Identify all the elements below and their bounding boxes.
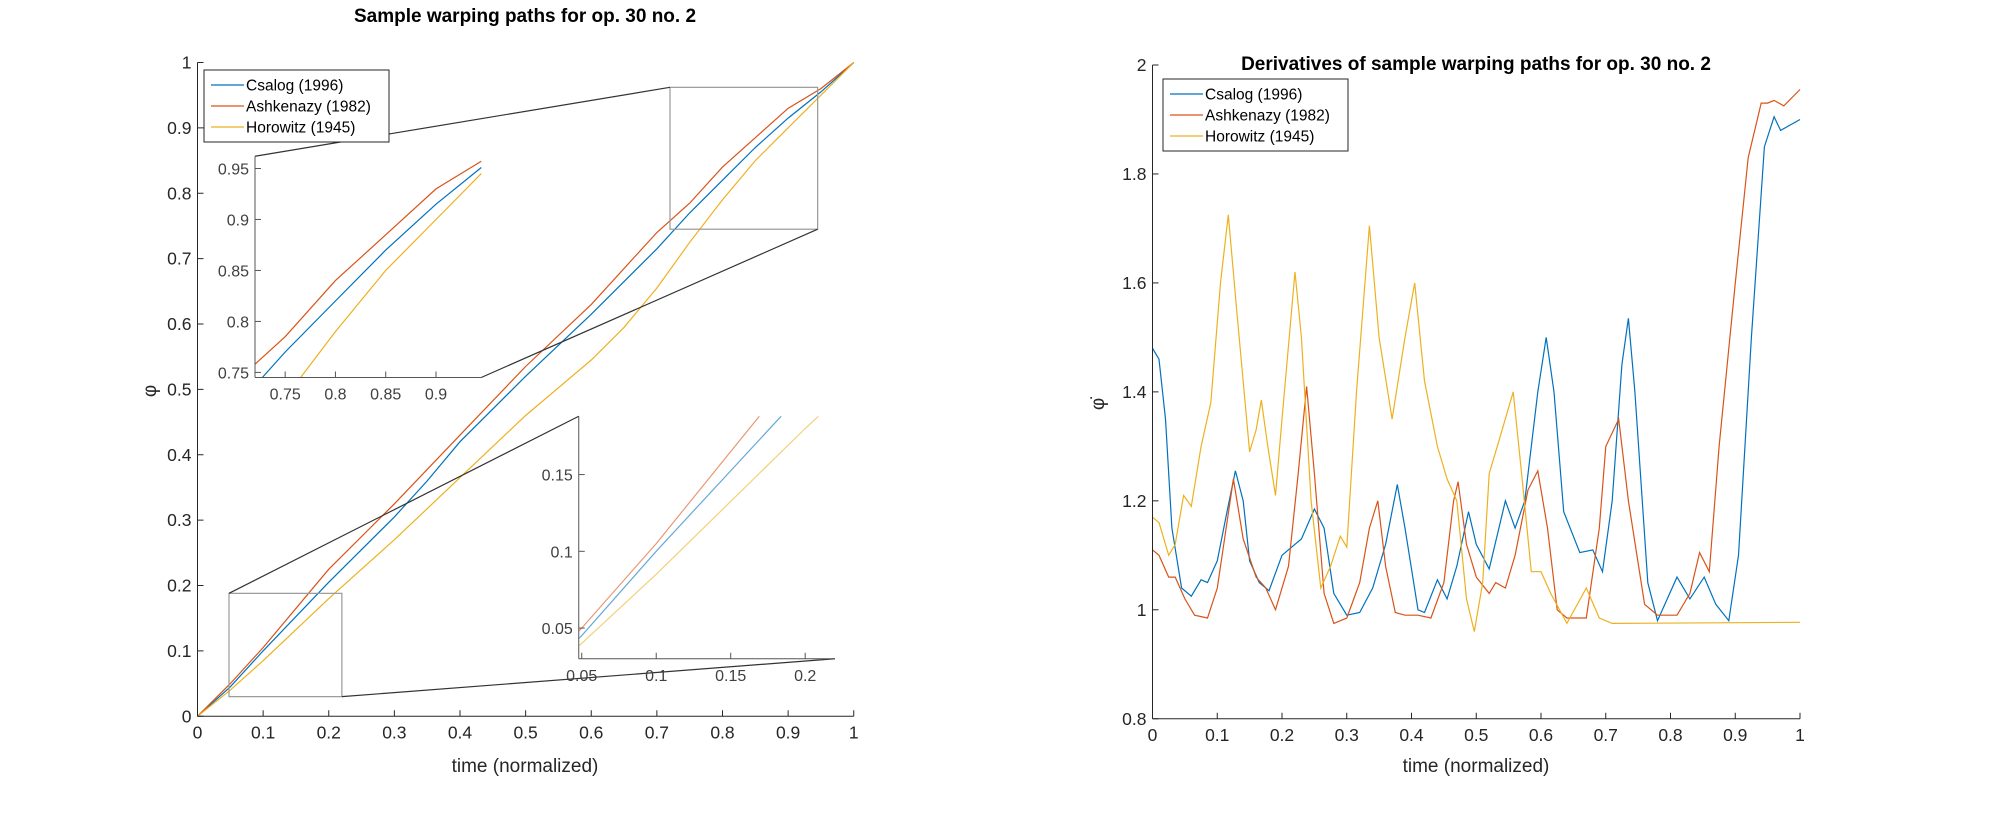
inset-bottom-xtick-label: 0.1 [645,668,667,685]
right-chart-xtick-label: 0.1 [1205,725,1229,745]
left-chart-legend-box [203,69,390,143]
right-chart-ytick-label: 0.8 [1122,709,1146,729]
left-chart-ytick-label: 0.8 [167,183,191,203]
left-chart-ylabel: φ [140,385,161,397]
zoom-box-bottom [228,592,343,698]
left-chart-xtick-label: 0.1 [251,722,275,742]
inset-top-series-1 [254,160,482,365]
right-chart-ytick-label: 1 [1137,600,1147,620]
left-chart-legend-entry: Ashkenazy (1982) [246,99,371,116]
right-chart-xtick-label: 0.9 [1723,725,1747,745]
inset-top-ytick-label: 0.95 [218,161,249,178]
left-chart-legend-entry: Csalog (1996) [246,78,343,95]
inset-top-xtick-label: 0.85 [370,387,401,404]
inset-top-ytick-label: 0.75 [218,365,249,382]
right-chart-ytick-label: 2 [1137,55,1147,75]
left-chart-ytick-label: 0.6 [167,314,191,334]
left-chart-series-2 [197,62,855,717]
right-chart-legend-entry: Csalog (1996) [1205,87,1302,104]
left-chart-axes: 0 0.1 0.2 0.3 0.4 0.5 0.6 0.7 0.8 0.9 1 0 0.1 0.2 0.3 0… [167,53,858,743]
left-chart-xtick-label: 0.4 [448,722,473,742]
right-chart-xtick-label: 0.5 [1464,725,1488,745]
inset-top-ytick-label: 0.85 [218,263,249,280]
left-chart-xtick-label: 1 [849,722,859,742]
right-chart-ylabel: φ̇ [1088,397,1109,410]
left-chart-ytick-label: 0.9 [167,118,191,138]
right-chart-ytick-label: 1.2 [1122,491,1146,511]
right-chart-axes: 0 0.1 0.2 0.3 0.4 0.5 0.6 0.7 0.8 0.9 1 0.8 1 1.2 1.4 1… [1122,55,1805,745]
connector-line [481,228,818,379]
inset-top-ytick-label: 0.9 [227,212,249,229]
inset-top-background [255,156,482,378]
left-chart-xtick-label: 0.6 [579,722,603,742]
inset-top-series-0 [261,167,482,378]
inset-top-xtick-label: 0.75 [270,387,301,404]
left-chart-xtick-label: 0 [193,722,203,742]
connector-line [254,86,671,157]
left-chart-xtick-label: 0.9 [776,722,800,742]
right-chart-xtick-label: 1 [1795,725,1805,745]
inset-top-series-2 [300,173,482,378]
inset-bottom-background [578,416,835,659]
inset-bottom-xtick-label: 0.15 [715,668,746,685]
chart-legends: Csalog (1996) Ashkenazy (1982) Horowitz (1… [203,69,1349,152]
right-chart-xtick-label: 0.8 [1658,725,1682,745]
right-chart-xtick-label: 0.6 [1529,725,1553,745]
inset-bottom-xtick-label: 0.05 [566,668,597,685]
inset-bottom-series-1 [578,415,760,632]
right-chart-xtick-label: 0.4 [1399,725,1424,745]
inset-bottom-series-0 [578,415,782,639]
zoom-box-top [669,86,819,230]
inset-bottom-ytick-label: 0.05 [542,621,573,638]
left-chart-ytick-label: 0.1 [167,641,191,661]
inset-bottom-axes: 0.05 0.1 0.15 0.2 0.05 0.1 0.15 [542,415,835,685]
right-chart-xtick-label: 0.7 [1594,725,1618,745]
inset-bottom-ytick-label: 0.15 [542,468,573,485]
left-chart-legend: Csalog (1996) Ashkenazy (1982) Horowitz (1… [203,69,390,143]
left-chart-ytick-label: 0.4 [167,445,192,465]
left-chart-xtick-label: 0.2 [317,722,341,742]
left-chart-xtick-label: 0.5 [513,722,537,742]
left-chart-ytick-label: 0.7 [167,249,191,269]
left-chart-ytick-label: 1 [182,53,192,73]
right-chart-legend-entry: Horowitz (1945) [1205,129,1314,146]
inset-bottom-series-2 [578,415,819,647]
inset-top-ytick-label: 0.8 [227,314,249,331]
right-chart-ytick-label: 1.8 [1122,164,1146,184]
right-chart-xtick-label: 0.3 [1335,725,1359,745]
inset-bottom-ytick-label: 0.1 [551,544,573,561]
right-chart-series-0 [1151,115,1801,623]
left-chart-xtick-label: 0.7 [645,722,669,742]
chart-marks: 0 0.1 0.2 0.3 0.4 0.5 0.6 0.7 0.8 0.9 100.10.20.30… [167,53,1805,745]
right-chart-ytick-label: 1.4 [1122,382,1147,402]
left-chart-ytick-label: 0.5 [167,379,191,399]
right-chart-legend-entry: Ashkenazy (1982) [1205,108,1330,125]
connector-line [341,658,836,698]
inset-bottom-xtick-label: 0.2 [794,668,816,685]
connector-line [228,415,580,594]
left-chart-xtick-label: 0.3 [382,722,406,742]
inset-top-xtick-label: 0.9 [425,387,447,404]
left-chart-ytick-label: 0.2 [167,576,191,596]
left-chart-legend-entry: Horowitz (1945) [246,120,355,137]
right-chart-ytick-label: 1.6 [1122,273,1146,293]
left-chart-series-1 [197,62,855,717]
right-chart-series-1 [1152,89,1801,625]
left-chart-xlabel: time (normalized) [452,756,599,777]
left-chart-ytick-label: 0 [182,706,192,726]
right-chart-xtick-label: 0.2 [1270,725,1294,745]
right-chart-series-2 [1152,214,1801,632]
inset-top-xtick-label: 0.8 [324,387,346,404]
left-chart-xtick-label: 0.8 [710,722,734,742]
left-chart-series-0 [197,62,855,717]
left-chart-title: Sample warping paths for op. 30 no. 2 [354,6,696,27]
right-chart-xtick-label: 0 [1148,725,1158,745]
right-chart-xlabel: time (normalized) [1403,756,1550,777]
left-chart-ytick-label: 0.3 [167,510,191,530]
inset-top-axes: 0.75 0.8 0.85 0.9 0.75 0.8 0.85 0.9 0.95 [218,156,482,404]
right-chart-title: Derivatives of sample warping paths for … [1241,54,1711,75]
right-chart-legend: Csalog (1996) Ashkenazy (1982) Horowitz (1… [1162,78,1349,152]
